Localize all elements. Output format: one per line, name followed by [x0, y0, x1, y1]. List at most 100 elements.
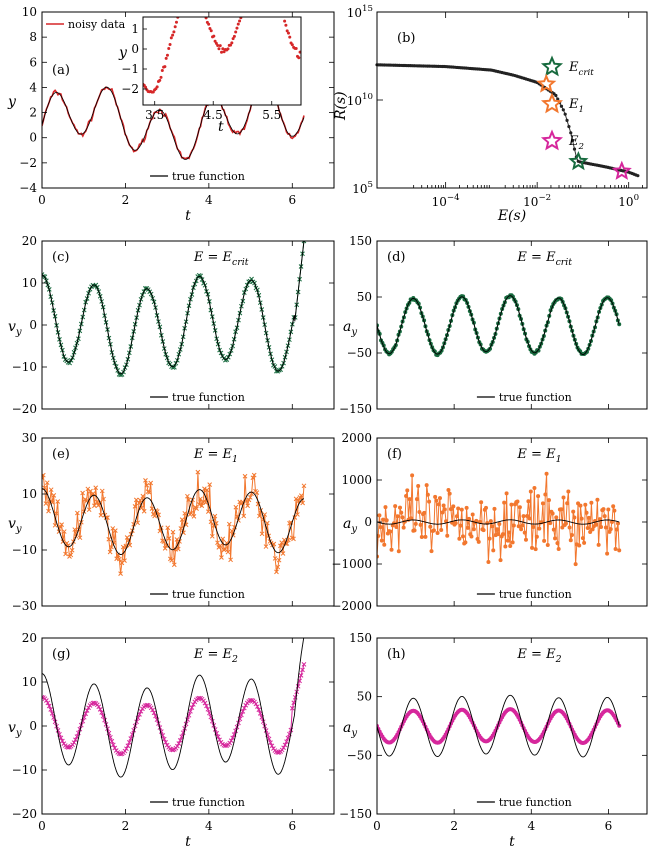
- inset-point: [144, 85, 148, 89]
- y-tick-label: 30: [22, 431, 37, 445]
- y-tick-label: 0: [29, 318, 37, 332]
- inset-x-label: t: [218, 119, 224, 135]
- data-point: [603, 525, 608, 530]
- data-point: [488, 519, 493, 524]
- data-point: [284, 739, 289, 745]
- data-point: [602, 514, 607, 519]
- data-point: [185, 493, 190, 499]
- data-point: [291, 536, 296, 542]
- marker-star: [536, 73, 557, 93]
- true-function-line: [377, 295, 620, 355]
- inset-point: [243, 0, 246, 2]
- data-point: [162, 545, 168, 551]
- y-tick-label: −50: [347, 748, 372, 762]
- true-function-line: [42, 241, 305, 375]
- data-point: [164, 742, 170, 748]
- plot-area: [377, 293, 622, 358]
- data-point: [611, 504, 616, 509]
- inset-point: [238, 19, 242, 23]
- inset-point: [297, 56, 301, 60]
- data-point: [546, 498, 551, 503]
- panel-e: −30 −10 10 30 (e) vy E = E1 true function: [8, 431, 335, 613]
- data-point: [612, 508, 617, 513]
- data-point: [436, 502, 441, 507]
- data-point: [457, 536, 462, 541]
- axes-frame: [376, 11, 648, 189]
- data-point: [400, 515, 405, 520]
- inset-y-tick-label: −2: [121, 82, 139, 96]
- data-point: [433, 494, 438, 499]
- marker-star: [611, 160, 632, 180]
- data-point: [470, 512, 475, 517]
- data-point: [589, 500, 594, 505]
- data-point: [404, 493, 409, 498]
- inset-point: [163, 65, 167, 69]
- data-point: [448, 507, 453, 512]
- data-point: [172, 364, 177, 370]
- data-point: [527, 516, 532, 521]
- data-point: [186, 497, 192, 503]
- data-point: [152, 513, 157, 519]
- inset-point: [234, 30, 238, 34]
- data-point: [77, 535, 83, 541]
- data-point: [46, 508, 51, 514]
- x-tick-label: 0: [38, 193, 46, 207]
- inset-point: [181, 0, 184, 3]
- inset-point: [281, 9, 284, 12]
- data-point: [101, 496, 106, 502]
- lcurve-point: [556, 97, 560, 101]
- data-point: [459, 507, 464, 512]
- data-point: [502, 500, 507, 505]
- annotation: E = E2: [193, 647, 238, 665]
- data-point: [246, 497, 252, 503]
- data-point: [573, 562, 578, 567]
- data-point: [219, 555, 224, 560]
- data-point: [571, 509, 576, 514]
- data-point: [43, 501, 49, 506]
- legend-star: [540, 129, 564, 151]
- true-function-line: [377, 519, 620, 525]
- data-point: [264, 520, 270, 526]
- inset-point: [197, 0, 200, 1]
- data-point: [194, 506, 199, 512]
- data-point: [442, 507, 447, 512]
- data-point: [272, 556, 278, 561]
- data-point: [471, 527, 476, 532]
- data-point: [542, 538, 547, 543]
- data-point: [300, 500, 306, 506]
- axes-frame: [376, 437, 648, 607]
- inset-point: [282, 13, 285, 16]
- inset-y-tick-label: 1: [131, 22, 139, 36]
- y-axis-label: R(s): [333, 91, 349, 121]
- data-point: [580, 536, 585, 541]
- lcurve-point: [571, 138, 575, 143]
- lcurve-point: [569, 131, 573, 135]
- panel-label: (a): [52, 63, 70, 78]
- data-point: [147, 490, 152, 495]
- panel-d: −150 −50 50 150 (d) ay E = Ecrit true function: [339, 234, 648, 416]
- plot-area: [42, 638, 307, 778]
- data-point: [57, 524, 63, 530]
- data-point: [170, 529, 176, 535]
- data-point: [93, 485, 99, 491]
- data-point: [458, 523, 463, 528]
- lcurve-point: [567, 124, 571, 129]
- inset-point: [241, 7, 244, 10]
- data-point: [484, 505, 489, 510]
- data-point: [481, 528, 486, 533]
- data-point: [560, 525, 565, 530]
- data-point: [228, 738, 234, 744]
- data-point: [132, 504, 138, 509]
- data-point: [467, 516, 472, 521]
- data-point: [395, 514, 400, 519]
- inset-point: [180, 2, 183, 5]
- data-point: [405, 488, 410, 493]
- inset-point: [164, 56, 168, 60]
- data-point: [417, 510, 422, 515]
- data-point: [548, 521, 553, 526]
- y-tick-label: −10: [12, 543, 37, 557]
- legend-label: E2: [568, 134, 584, 152]
- x-tick-label: 4: [527, 819, 535, 833]
- data-point: [207, 482, 213, 487]
